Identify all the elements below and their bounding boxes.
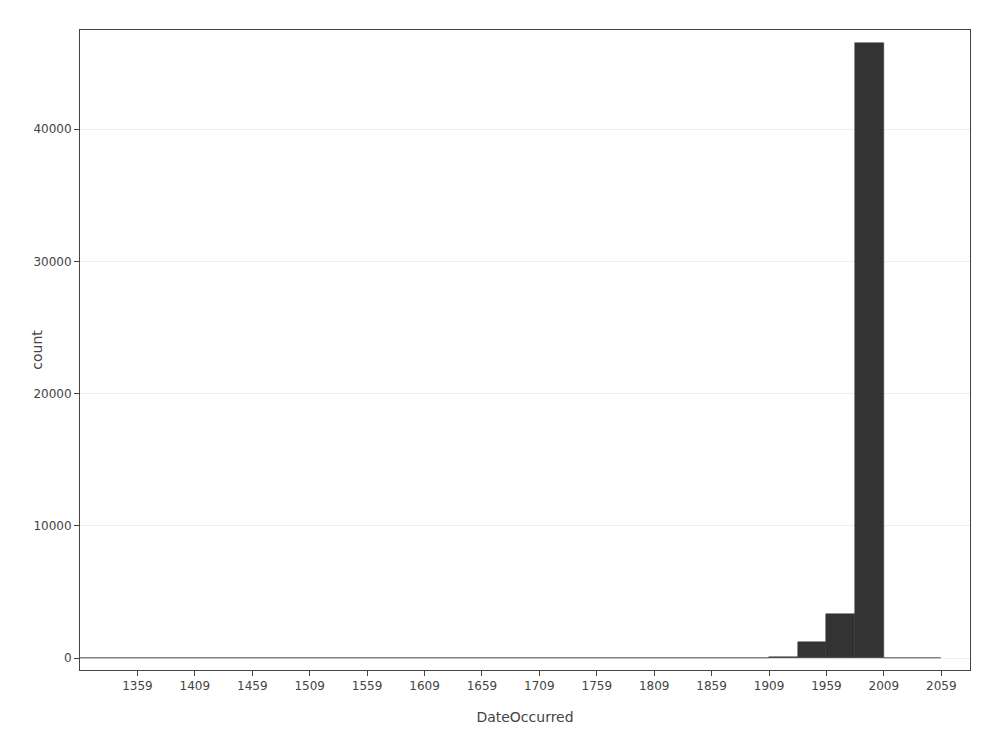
svg-text:20000: 20000 — [33, 387, 71, 401]
svg-text:1859: 1859 — [696, 679, 727, 693]
svg-text:1409: 1409 — [180, 679, 211, 693]
svg-text:1659: 1659 — [467, 679, 498, 693]
svg-text:40000: 40000 — [33, 122, 71, 136]
svg-text:2059: 2059 — [926, 679, 957, 693]
svg-text:1909: 1909 — [754, 679, 785, 693]
svg-text:0: 0 — [64, 651, 72, 665]
svg-text:count: count — [29, 330, 45, 370]
svg-text:1759: 1759 — [581, 679, 612, 693]
svg-text:1709: 1709 — [524, 679, 555, 693]
svg-text:1609: 1609 — [409, 679, 440, 693]
svg-text:1559: 1559 — [352, 679, 383, 693]
svg-text:2009: 2009 — [869, 679, 900, 693]
svg-text:DateOccurred: DateOccurred — [476, 709, 573, 725]
svg-text:30000: 30000 — [33, 255, 71, 269]
svg-text:1459: 1459 — [237, 679, 268, 693]
svg-text:1359: 1359 — [122, 679, 153, 693]
svg-text:1959: 1959 — [811, 679, 842, 693]
svg-text:1509: 1509 — [294, 679, 325, 693]
svg-text:10000: 10000 — [33, 519, 71, 533]
svg-text:1809: 1809 — [639, 679, 670, 693]
